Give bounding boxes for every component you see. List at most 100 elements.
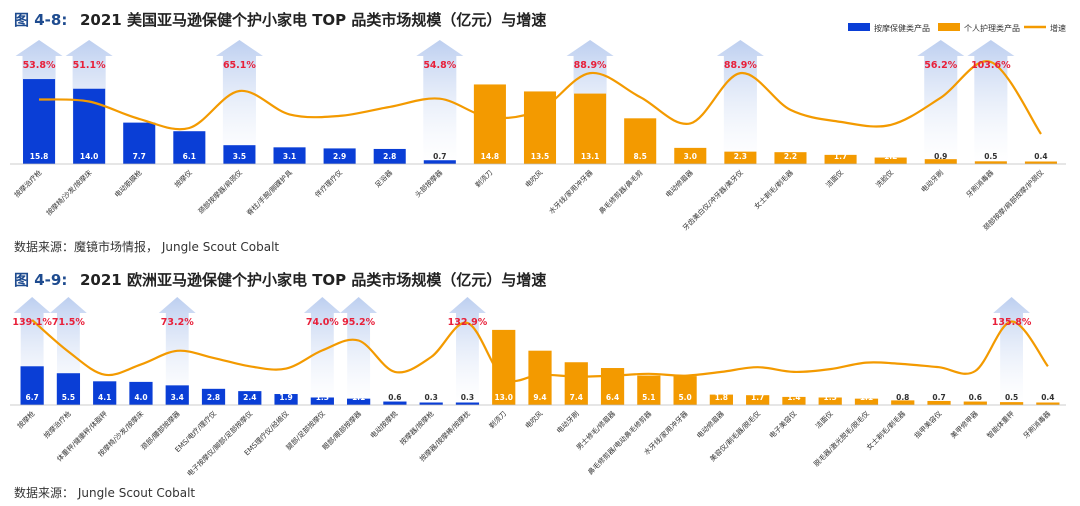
- category-label: 按摩枪: [15, 409, 36, 430]
- chart1-title: 2021 美国亚马逊保健个护小家电 TOP 品类市场规模（亿元）与增速: [80, 11, 546, 29]
- chart2-source: 数据来源： Jungle Scout Cobalt: [14, 485, 195, 500]
- bar: [891, 400, 915, 405]
- bar: [600, 368, 625, 405]
- bar-value-label: 3.4: [171, 393, 184, 402]
- category-label: 洁面仪: [824, 168, 845, 189]
- bar-value-label: 3.1: [283, 152, 296, 161]
- bar: [123, 122, 156, 164]
- category-label: 颈部按摩器/肩颈仪: [196, 168, 244, 216]
- bar-value-label: 1.4: [787, 393, 800, 402]
- legend-massage-label: 按摩保健类产品: [874, 23, 930, 33]
- chart2-plot: 6.7 5.5 4.1 4.0 3.4 2.8 2.4 1.9 1.3 1.1 0.6 0.3 0.3 1…: [10, 297, 1066, 478]
- bar-value-label: 9.4: [533, 393, 546, 402]
- bar: [383, 401, 407, 405]
- bar-value-label: 0.8: [896, 393, 909, 402]
- bar-value-label: 0.3: [461, 393, 474, 402]
- bar: [564, 362, 588, 405]
- category-label: 剃须刀: [487, 409, 508, 430]
- growth-line: [31, 319, 1049, 383]
- category-label: 水牙线/家用冲牙器: [547, 168, 595, 216]
- bar-value-label: 3.0: [684, 152, 697, 161]
- bar-value-label: 2.8: [207, 393, 220, 402]
- bar-value-label: 6.1: [183, 152, 196, 161]
- bar-value-label: 0.4: [1041, 393, 1054, 402]
- category-label: 电子美容仪: [767, 409, 798, 440]
- bar-value-label: 6.7: [25, 393, 38, 402]
- category-label: 按摩仪: [173, 168, 194, 189]
- category-label: 按摩器/按摩枪: [398, 409, 436, 447]
- category-label: 电动按摩梳: [368, 409, 399, 440]
- legend-personal-swatch: [938, 23, 960, 31]
- bar: [674, 147, 707, 164]
- category-label: 按摩椅/沙发/按摩床: [44, 168, 93, 217]
- bar-value-label: 0.6: [969, 393, 982, 402]
- growth-highlight-arrow: [449, 297, 486, 405]
- growth-rate-label: 88.9%: [724, 60, 757, 71]
- bar-value-label: 0.3: [425, 393, 438, 402]
- growth-rate-label: 54.8%: [423, 60, 456, 71]
- bar-value-label: 1.3: [824, 393, 837, 402]
- bar-value-label: 1.7: [834, 152, 847, 161]
- bar-value-label: 1.2: [884, 152, 897, 161]
- bar: [373, 148, 406, 164]
- growth-rate-label: 95.2%: [342, 317, 375, 328]
- growth-highlight-arrow: [917, 40, 965, 164]
- bar-value-label: 1.1: [352, 393, 365, 402]
- category-label: 牙刷消毒器: [964, 168, 995, 199]
- bar-value-label: 14.0: [80, 152, 99, 161]
- bar: [473, 84, 506, 164]
- chart1-source: 数据来源：魔镜市场情报， Jungle Scout Cobalt: [14, 239, 279, 254]
- growth-line: [38, 60, 1042, 135]
- growth-rate-label: 88.9%: [574, 60, 607, 71]
- bar-value-label: 2.4: [243, 393, 256, 402]
- bar: [23, 79, 56, 164]
- chart2-figure-label: 图 4-9:: [14, 271, 67, 289]
- category-label: 电动筋膜枪: [113, 168, 144, 199]
- category-label: 电吹风: [523, 168, 544, 189]
- bar-value-label: 13.1: [581, 152, 600, 161]
- category-label: 智能体重秤: [985, 409, 1016, 440]
- bar-value-label: 5.1: [642, 393, 655, 402]
- bar: [927, 400, 951, 405]
- bar-value-label: 1.3: [316, 393, 329, 402]
- category-label: 伴疗理疗仪: [313, 168, 344, 199]
- bar: [419, 402, 443, 405]
- category-label: 颈部/腰部按摩器: [139, 409, 182, 452]
- category-label: 女士剃毛/剃毛器: [752, 168, 795, 211]
- bar: [999, 402, 1024, 405]
- category-label: 指甲美容仪: [912, 409, 943, 440]
- bar-value-label: 0.4: [1034, 152, 1047, 161]
- bar-value-label: 0.5: [984, 152, 997, 161]
- category-label: 电动修眉器: [664, 168, 695, 199]
- category-label: 女士剃毛/剃毛器: [864, 409, 907, 452]
- category-label: 按摩治疗枪: [42, 409, 73, 440]
- growth-rate-label: 53.8%: [23, 60, 56, 71]
- category-label: 男士修毛/修眉器: [574, 409, 617, 452]
- legend-massage-swatch: [848, 23, 870, 31]
- category-label: 电子按摩仪/脚部/足部按摩仪: [185, 409, 254, 478]
- chart1-figure-label: 图 4-8:: [14, 11, 67, 29]
- growth-highlight-arrow: [215, 40, 263, 164]
- bar-value-label: 6.4: [606, 393, 619, 402]
- bar: [455, 402, 480, 405]
- category-label: 鼻毛修剪器/电动鼻毛修剪器: [586, 409, 653, 476]
- category-label: 洁面仪: [813, 409, 834, 430]
- growth-rate-label: 135.8%: [992, 317, 1032, 328]
- bar-value-label: 3.5: [233, 152, 246, 161]
- legend-personal-label: 个人护理类产品: [964, 23, 1020, 33]
- chart1-plot: 15.8 14.0 7.7 6.1 3.5 3.1 2.9 2.8 0.7 14.8 13.5 13.…: [10, 40, 1066, 232]
- category-label: 牙刷消毒器: [1021, 409, 1052, 440]
- bar-value-label: 0.6: [388, 393, 401, 402]
- bar: [273, 147, 306, 164]
- bar-value-label: 0.9: [934, 152, 947, 161]
- bar-value-label: 5.0: [678, 393, 691, 402]
- growth-highlight-arrow: [416, 40, 464, 164]
- bar: [818, 397, 842, 405]
- growth-rate-label: 139.1%: [12, 317, 52, 328]
- bar: [423, 160, 456, 164]
- bar: [1024, 161, 1057, 164]
- category-label: 电动牙刷: [555, 409, 581, 435]
- category-label: 足浴器: [373, 168, 394, 189]
- bar: [724, 151, 757, 164]
